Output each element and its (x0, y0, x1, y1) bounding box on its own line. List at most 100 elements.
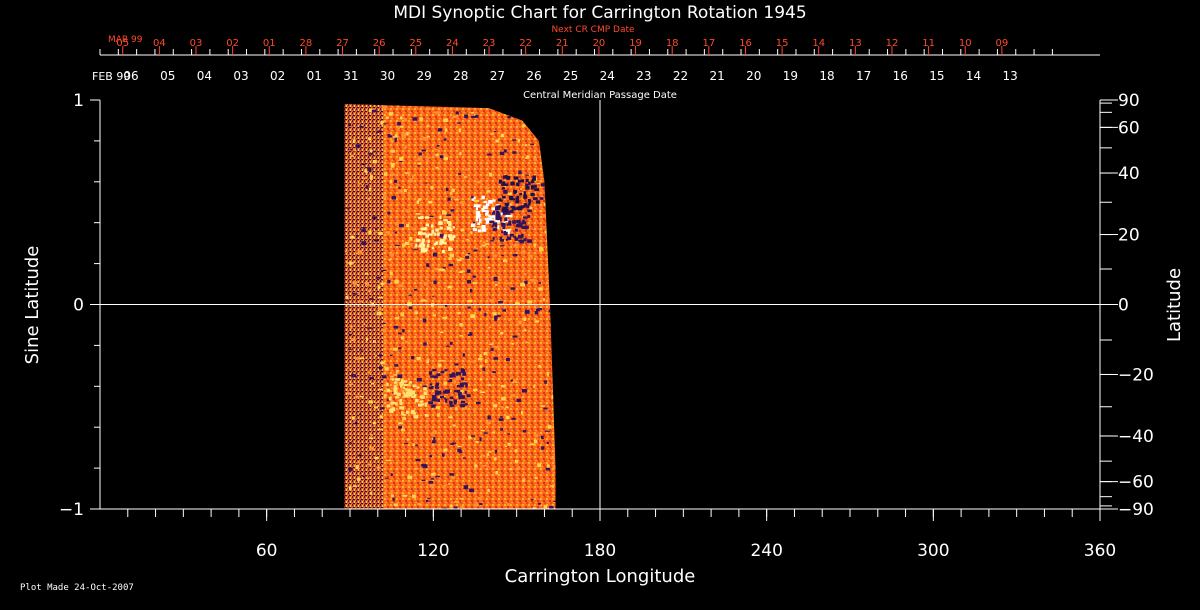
cmp-date-label: 21 (710, 69, 725, 83)
map-feature (359, 357, 364, 360)
active-region-pixel (441, 249, 445, 254)
map-feature (410, 356, 415, 360)
map-feature (447, 380, 453, 383)
map-feature (409, 179, 413, 183)
map-feature (370, 433, 373, 437)
active-region-pixel (399, 381, 404, 386)
map-feature (408, 236, 413, 241)
next-cmp-date-label: 27 (336, 38, 349, 49)
active-region-pixel (510, 198, 515, 201)
active-region-pixel (516, 219, 521, 224)
map-feature (484, 186, 490, 190)
map-feature (454, 104, 460, 105)
map-feature (488, 451, 492, 453)
active-region-pixel (515, 197, 520, 202)
active-region-pixel (488, 214, 491, 218)
map-feature (553, 264, 556, 267)
active-region-pixel (399, 402, 403, 406)
active-region-pixel (419, 395, 424, 399)
active-region-pixel (508, 220, 512, 224)
active-region-pixel (487, 217, 492, 221)
active-region-pixel (452, 226, 455, 229)
active-region-pixel (432, 394, 437, 399)
next-cmp-date-label: 23 (483, 38, 496, 49)
map-feature (523, 317, 527, 321)
cmp-date-label: 22 (673, 69, 688, 83)
map-feature (375, 401, 378, 404)
map-feature (369, 446, 374, 451)
map-feature (422, 385, 427, 389)
next-cmp-date-label: 22 (519, 38, 532, 49)
active-region-pixel (501, 183, 505, 186)
map-feature (415, 317, 419, 320)
map-feature (547, 464, 550, 468)
active-region-pixel (424, 414, 429, 417)
map-feature (350, 235, 355, 239)
map-feature (493, 131, 497, 133)
map-feature (468, 435, 472, 440)
map-feature (361, 163, 366, 166)
map-feature (388, 259, 392, 261)
map-feature (454, 501, 459, 503)
map-feature (367, 167, 372, 172)
map-feature (383, 396, 387, 399)
map-feature (545, 430, 550, 432)
map-feature (405, 172, 410, 174)
map-feature (422, 136, 428, 141)
next-cmp-date-label: 03 (190, 38, 203, 49)
map-feature (456, 218, 459, 222)
map-feature (488, 172, 492, 177)
map-feature (367, 197, 371, 201)
next-cmp-month-label: MAR 99 (108, 35, 143, 45)
map-feature (393, 374, 398, 376)
map-feature (420, 111, 423, 114)
active-region-pixel (435, 385, 439, 389)
map-feature (362, 227, 366, 229)
active-region-pixel (475, 216, 481, 219)
map-feature (538, 282, 541, 284)
map-feature (355, 235, 359, 238)
map-feature (366, 185, 369, 189)
map-feature (474, 464, 478, 468)
active-region-pixel (389, 408, 394, 413)
map-feature (439, 449, 443, 452)
map-feature (507, 224, 511, 227)
active-region-pixel (402, 386, 405, 390)
map-feature (495, 449, 498, 454)
active-region-pixel (502, 226, 506, 230)
active-region-pixel (501, 208, 506, 213)
map-feature (459, 270, 465, 273)
map-feature (550, 243, 554, 245)
map-feature (404, 241, 410, 246)
map-feature (554, 185, 556, 189)
map-feature (362, 323, 366, 325)
active-region-pixel (485, 212, 489, 216)
map-feature (346, 367, 350, 369)
map-feature (397, 332, 402, 335)
map-feature (417, 165, 421, 167)
active-region-pixel (509, 198, 512, 201)
map-feature (542, 104, 548, 105)
map-feature (388, 112, 394, 116)
map-feature (397, 121, 401, 126)
map-feature (368, 108, 374, 113)
map-feature (393, 136, 396, 138)
map-feature (514, 449, 518, 453)
next-cmp-axis: Next CR CMP Date MAR 99 05 04 03 02 01 28 27 26… (99, 25, 1100, 56)
map-feature (485, 292, 490, 294)
active-region-pixel (409, 389, 412, 392)
map-feature (435, 475, 440, 478)
map-feature (430, 456, 434, 459)
active-region-pixel (427, 239, 430, 244)
map-feature (453, 115, 458, 119)
map-feature (379, 388, 384, 391)
map-feature (448, 416, 453, 419)
map-feature (514, 302, 520, 305)
active-region-pixel (460, 400, 466, 404)
map-feature (435, 153, 439, 157)
active-region-pixel (525, 185, 530, 190)
map-feature (408, 294, 413, 296)
active-region-pixel (527, 239, 533, 243)
map-feature (517, 138, 521, 143)
cmp-date-label: 14 (966, 69, 981, 83)
